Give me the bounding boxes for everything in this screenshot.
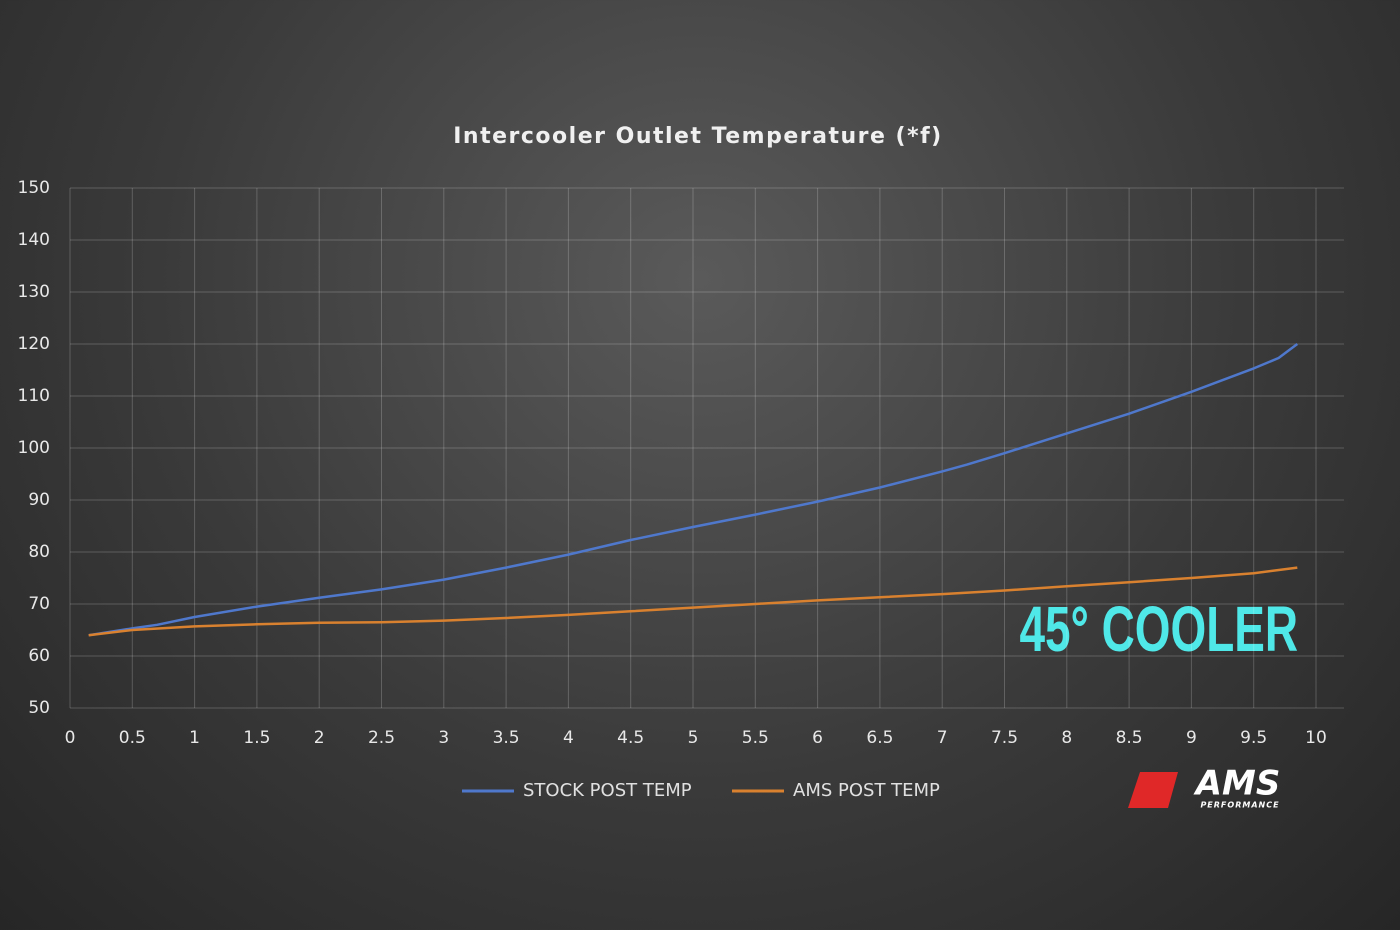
y-tick-label: 110 [18, 386, 50, 406]
x-tick-label: 6.5 [866, 728, 893, 748]
y-tick-label: 80 [28, 542, 50, 562]
legend-label: AMS POST TEMP [793, 780, 940, 801]
logo-mark [1128, 772, 1178, 808]
x-tick-label: 0.5 [119, 728, 146, 748]
x-tick-label: 5 [688, 728, 699, 748]
x-tick-label: 4.5 [617, 728, 644, 748]
y-tick-label: 60 [28, 646, 50, 666]
x-tick-label: 3.5 [493, 728, 520, 748]
y-tick-label: 90 [28, 490, 50, 510]
annotation: 45° COOLER [1019, 592, 1298, 665]
x-tick-label: 7 [937, 728, 948, 748]
y-tick-label: 140 [18, 230, 50, 250]
y-tick-label: 100 [18, 438, 50, 458]
y-tick-label: 150 [18, 178, 50, 198]
x-tick-label: 3 [438, 728, 449, 748]
logo-subtext: PERFORMANCE [1200, 801, 1279, 810]
x-tick-label: 8.5 [1116, 728, 1143, 748]
x-tick-label: 1 [189, 728, 200, 748]
logo: AMS PERFORMANCE [1128, 764, 1280, 810]
x-tick-label: 5.5 [742, 728, 769, 748]
chart-title: Intercooler Outlet Temperature (*f) [453, 124, 942, 149]
x-tick-label: 7.5 [991, 728, 1018, 748]
logo-text: AMS [1193, 764, 1281, 804]
x-tick-label: 1.5 [243, 728, 270, 748]
x-tick-label: 6 [812, 728, 823, 748]
legend-label: STOCK POST TEMP [523, 780, 692, 801]
x-tick-label: 4 [563, 728, 574, 748]
x-tick-label: 8 [1061, 728, 1072, 748]
x-tick-label: 9 [1186, 728, 1197, 748]
x-tick-label: 2.5 [368, 728, 395, 748]
x-tick-label: 0 [65, 728, 76, 748]
y-tick-label: 50 [28, 698, 50, 718]
y-tick-label: 130 [18, 282, 50, 302]
series-line [88, 566, 1298, 637]
y-tick-label: 70 [28, 594, 50, 614]
x-tick-label: 10 [1305, 728, 1327, 748]
y-tick-label: 120 [18, 334, 50, 354]
series-line [88, 342, 1299, 637]
x-tick-label: 9.5 [1240, 728, 1267, 748]
x-tick-label: 2 [314, 728, 325, 748]
